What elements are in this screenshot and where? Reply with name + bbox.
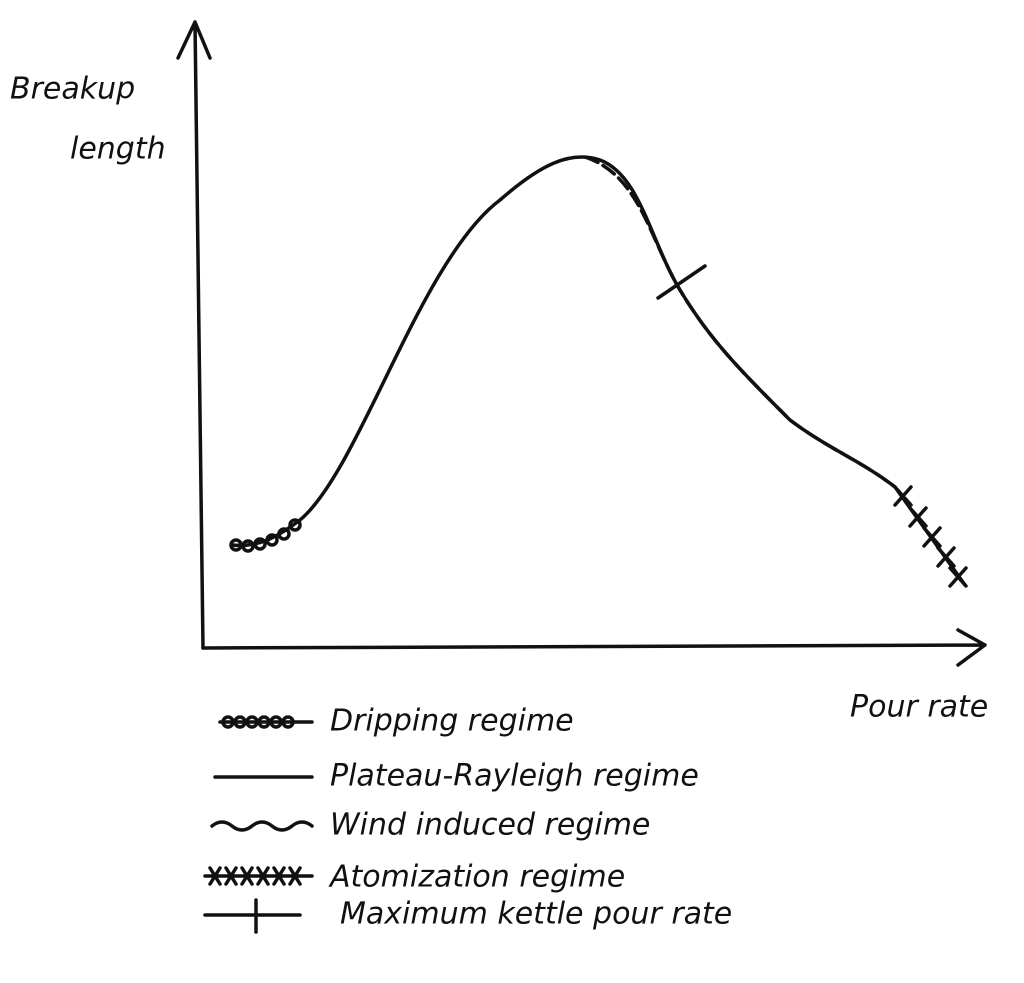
legend-label: Atomization regime xyxy=(328,860,625,895)
curve xyxy=(230,155,967,587)
wind-segment xyxy=(583,155,897,489)
dripping-marks xyxy=(229,518,302,553)
legend-label: Wind induced regime xyxy=(330,808,650,843)
x-axis-label: Pour rate xyxy=(850,690,988,725)
legend-label: Dripping regime xyxy=(330,704,574,739)
x-axis xyxy=(201,628,987,667)
legend-label: Plateau-Rayleigh regime xyxy=(330,759,699,794)
y-axis-label: length xyxy=(70,132,166,167)
max-pour-mark xyxy=(656,264,707,300)
legend-sample-atomization xyxy=(203,866,314,886)
y-axis-label: Breakup xyxy=(10,72,135,107)
legend-sample-dripping xyxy=(218,715,314,729)
legend-sample-wind xyxy=(210,820,314,832)
atomization-marks xyxy=(893,485,968,588)
legend-sample-max xyxy=(203,898,302,934)
y-axis xyxy=(176,20,212,650)
legend-label: Maximum kettle pour rate xyxy=(340,897,732,932)
legend: Dripping regime Plateau-Rayleigh regime … xyxy=(203,704,732,934)
